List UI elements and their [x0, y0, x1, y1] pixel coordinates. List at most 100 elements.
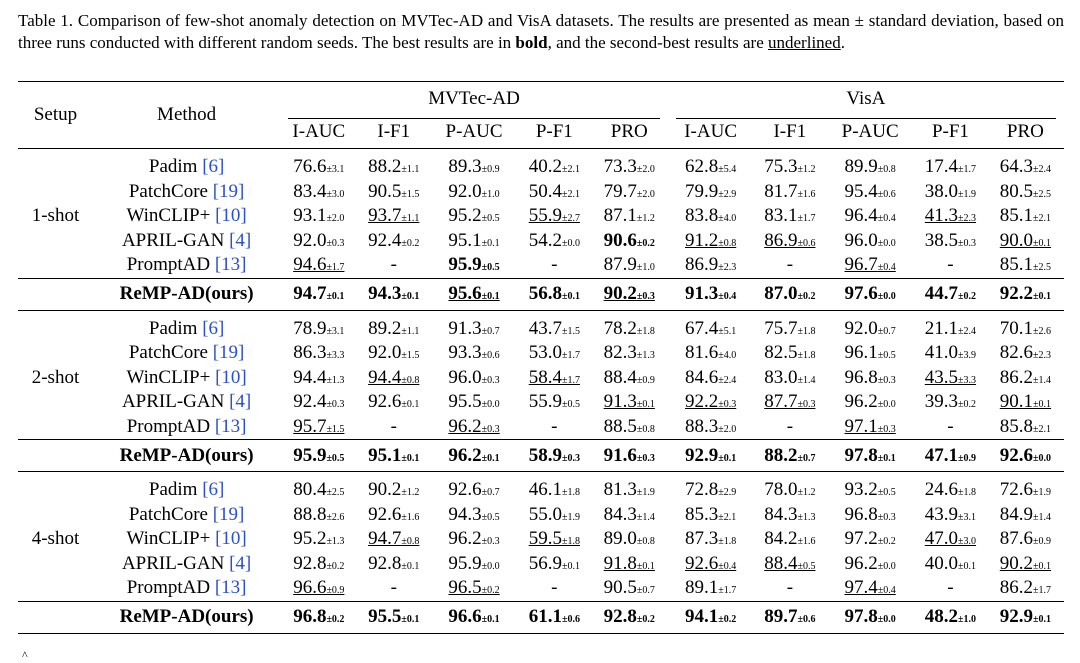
cell-mean: 41.3	[924, 205, 959, 227]
cell-mean: 43.7	[528, 317, 562, 339]
cell-std: ±1.1	[401, 164, 420, 176]
cell-mean: 92.6	[448, 479, 482, 501]
cell-std: ±1.0	[958, 614, 977, 625]
cell-std: ±1.6	[797, 188, 816, 200]
citation-link[interactable]: [19]	[212, 180, 245, 202]
table-cell: 90.2±1.2	[357, 471, 431, 503]
citation-link[interactable]: [10]	[215, 366, 247, 388]
cell-std: ±0.3	[561, 452, 580, 464]
cell-std: ±1.0	[636, 262, 655, 274]
table-cell: 96.8±0.2	[280, 600, 358, 634]
table-cell: 94.3±0.5	[430, 503, 518, 528]
cell-mean: 86.9	[764, 229, 798, 251]
table-cell: 43.7±1.5	[517, 309, 591, 341]
table-cell: 72.6±1.9	[986, 471, 1064, 503]
method-name-ours: ReMP-AD(ours)	[92, 600, 281, 634]
cell-std: ±0.5	[797, 560, 816, 572]
citation-link[interactable]: [13]	[214, 577, 247, 599]
cell-std: ±1.8	[797, 350, 816, 362]
cell-std: ±1.4	[1033, 511, 1052, 523]
citation-link[interactable]: [13]	[214, 254, 247, 276]
cell-std: ±4.0	[718, 350, 737, 362]
cell-std: ±0.8	[401, 536, 420, 548]
cell-mean: 88.4	[764, 552, 798, 574]
cell-mean: 90.2	[603, 283, 637, 304]
cell-std: ±0.1	[1033, 237, 1052, 249]
table-row: 2-shot Padim [6] 78.9±3.1 89.2±1.1 91.3±0.7 4…	[18, 309, 1064, 440]
citation-link[interactable]: [4]	[229, 229, 252, 251]
table-cell: 47.1±0.9	[914, 439, 987, 472]
method-name: WinCLIP+ [10]	[126, 205, 247, 227]
cell-std: ±2.4	[1033, 164, 1052, 176]
cell-std: ±2.5	[1033, 188, 1052, 200]
cell-std: ±0.1	[401, 614, 420, 625]
cell-mean: 94.6	[293, 254, 327, 276]
cell-mean: 92.6	[368, 503, 402, 525]
citation-link[interactable]: [4]	[229, 391, 252, 413]
cell-std: ±0.1	[561, 291, 580, 302]
cell-mean: 95.4	[844, 180, 878, 202]
table-cell: 55.9±0.5	[518, 390, 591, 415]
table-row: 4-shot Padim [6] 80.4±2.5 90.2±1.2 92.6±0.7 4…	[18, 471, 1064, 601]
table-row: APRIL-GAN [4] 92.8±0.2 92.8±0.1 95.9±0.0 56.…	[18, 552, 1064, 577]
cell-std: ±3.1	[326, 325, 345, 337]
cell-mean: 86.9	[685, 254, 719, 276]
table-cell: -	[914, 253, 987, 278]
citation-link[interactable]: [6]	[202, 317, 225, 339]
cell-mean: 96.6	[293, 577, 327, 599]
citation-link[interactable]: [19]	[212, 342, 245, 364]
cell-mean: 96.2	[844, 391, 878, 413]
method-name: APRIL-GAN [4]	[121, 552, 252, 574]
table-cell: 54.2±0.0	[518, 229, 591, 254]
cell-mean: 96.6	[448, 606, 482, 627]
cell-std: ±0.8	[636, 423, 655, 435]
table-cell: 81.3±1.9	[590, 471, 668, 503]
cell-std: ±0.0	[481, 399, 500, 411]
cell-std: ±0.7	[481, 325, 500, 337]
table-cell: 96.6±0.1	[430, 600, 518, 634]
citation-link[interactable]: [6]	[202, 156, 225, 178]
metric-header: P-AUC	[445, 121, 503, 142]
table-cell: 89.0±0.8	[591, 527, 668, 552]
citation-link[interactable]: [19]	[212, 503, 245, 525]
cell-std: ±0.0	[877, 614, 896, 625]
citation-link[interactable]: [6]	[202, 479, 225, 501]
cell-std: ±2.0	[718, 423, 737, 435]
table-cell: 21.1±2.4	[914, 309, 987, 341]
table-cell: 92.0±1.5	[357, 341, 430, 366]
table-cell: 84.2±1.6	[753, 527, 826, 552]
cell-mean: 86.3	[293, 342, 327, 364]
citation-link[interactable]: [13]	[214, 415, 247, 437]
cell-std: ±3.0	[326, 188, 345, 200]
setup-header: Setup	[18, 81, 93, 149]
table-cell: 89.9±0.8	[826, 148, 915, 180]
cell-mean: 87.3	[685, 528, 719, 550]
table-cell: 95.9±0.5	[280, 439, 358, 472]
table-cell: -	[357, 415, 430, 440]
cell-std: ±0.7	[797, 452, 816, 464]
table-cell: -	[357, 576, 430, 601]
cell-std: ±1.9	[1033, 487, 1052, 499]
table-cell: 93.1±2.0	[280, 204, 357, 229]
method-name: PromptAD [13]	[126, 415, 247, 437]
cell-mean: 78.2	[603, 317, 637, 339]
cell-mean: -	[390, 577, 397, 599]
method-name-ours: ReMP-AD(ours)	[92, 277, 281, 310]
citation-link[interactable]: [10]	[215, 528, 247, 550]
cell-std: ±1.3	[797, 511, 816, 523]
cell-mean: 53.0	[528, 342, 562, 364]
cell-std: ±0.8	[636, 536, 655, 548]
table-cell: 91.3±0.7	[430, 309, 518, 341]
cell-std: ±1.5	[401, 188, 420, 200]
metric-header-row: I-AUC I-F1 P-AUC P-F1 PRO I-AUC I-F1 P-AUC P-F1 P…	[18, 116, 1064, 149]
cell-std: ±0.8	[718, 237, 737, 249]
table-cell: 41.3±2.3	[914, 204, 987, 229]
cell-std: ±0.2	[958, 399, 977, 411]
table-cell: 85.3±2.1	[668, 503, 754, 528]
citation-link[interactable]: [10]	[215, 205, 247, 227]
cell-mean: 85.1	[999, 205, 1034, 227]
table-cell: 83.0±1.4	[753, 366, 826, 391]
citation-link[interactable]: [4]	[229, 552, 252, 574]
cell-std: ±0.1	[1033, 399, 1052, 411]
